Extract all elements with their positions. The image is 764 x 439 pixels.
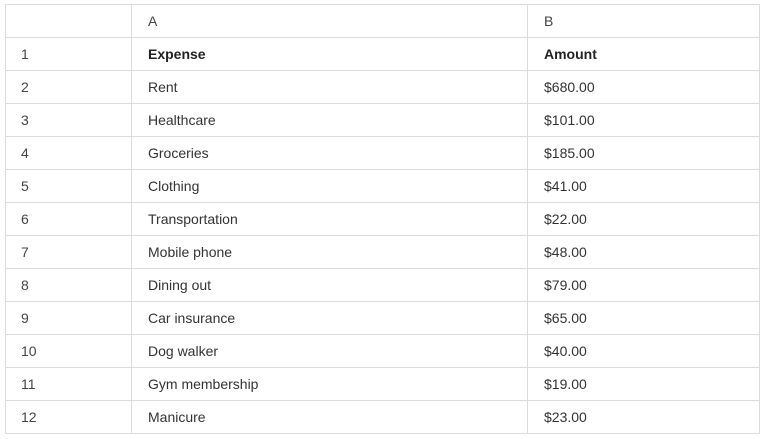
expense-cell[interactable]: Healthcare (131, 103, 528, 137)
amount-cell[interactable]: $680.00 (527, 70, 760, 104)
expense-cell[interactable]: Car insurance (131, 301, 528, 335)
expense-cell[interactable]: Manicure (131, 400, 528, 434)
spreadsheet-grid: A B 1 Expense Amount 2 Rent $680.00 3 He… (5, 4, 760, 434)
amount-cell[interactable]: $185.00 (527, 136, 760, 170)
table-row: 9 Car insurance $65.00 (5, 301, 760, 335)
amount-cell[interactable]: $19.00 (527, 367, 760, 401)
table-row: 6 Transportation $22.00 (5, 202, 760, 236)
amount-cell[interactable]: $23.00 (527, 400, 760, 434)
table-row: 5 Clothing $41.00 (5, 169, 760, 203)
amount-cell[interactable]: $22.00 (527, 202, 760, 236)
column-header-b[interactable]: B (527, 4, 760, 38)
expense-cell[interactable]: Transportation (131, 202, 528, 236)
amount-cell[interactable]: $101.00 (527, 103, 760, 137)
corner-cell[interactable] (5, 4, 132, 38)
amount-cell[interactable]: $65.00 (527, 301, 760, 335)
table-row: 8 Dining out $79.00 (5, 268, 760, 302)
table-row: 4 Groceries $185.00 (5, 136, 760, 170)
expense-cell[interactable]: Groceries (131, 136, 528, 170)
amount-cell[interactable]: $41.00 (527, 169, 760, 203)
row-number[interactable]: 3 (5, 103, 132, 137)
row-number[interactable]: 5 (5, 169, 132, 203)
row-number[interactable]: 12 (5, 400, 132, 434)
expense-cell[interactable]: Mobile phone (131, 235, 528, 269)
column-header-row: A B (5, 4, 760, 38)
row-number[interactable]: 10 (5, 334, 132, 368)
column-header-a[interactable]: A (131, 4, 528, 38)
expense-cell[interactable]: Dog walker (131, 334, 528, 368)
table-row: 10 Dog walker $40.00 (5, 334, 760, 368)
row-number[interactable]: 2 (5, 70, 132, 104)
row-number[interactable]: 7 (5, 235, 132, 269)
amount-cell[interactable]: $48.00 (527, 235, 760, 269)
expense-cell[interactable]: Gym membership (131, 367, 528, 401)
table-header-row: 1 Expense Amount (5, 37, 760, 71)
table-row: 7 Mobile phone $48.00 (5, 235, 760, 269)
table-row: 12 Manicure $23.00 (5, 400, 760, 434)
table-row: 11 Gym membership $19.00 (5, 367, 760, 401)
table-row: 3 Healthcare $101.00 (5, 103, 760, 137)
amount-cell[interactable]: $40.00 (527, 334, 760, 368)
amount-header-cell[interactable]: Amount (527, 37, 760, 71)
expense-cell[interactable]: Clothing (131, 169, 528, 203)
row-number[interactable]: 8 (5, 268, 132, 302)
row-number[interactable]: 4 (5, 136, 132, 170)
expense-cell[interactable]: Dining out (131, 268, 528, 302)
row-number[interactable]: 1 (5, 37, 132, 71)
expense-cell[interactable]: Rent (131, 70, 528, 104)
row-number[interactable]: 11 (5, 367, 132, 401)
row-number[interactable]: 6 (5, 202, 132, 236)
expense-header-cell[interactable]: Expense (131, 37, 528, 71)
row-number[interactable]: 9 (5, 301, 132, 335)
amount-cell[interactable]: $79.00 (527, 268, 760, 302)
table-row: 2 Rent $680.00 (5, 70, 760, 104)
